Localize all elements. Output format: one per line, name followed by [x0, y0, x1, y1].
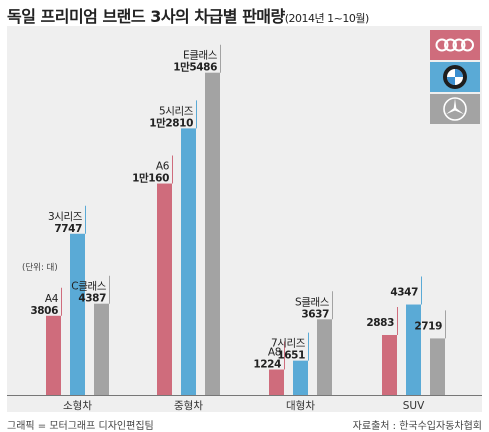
bar-value-label: 2883: [366, 317, 394, 329]
category-label: SUV: [403, 400, 425, 412]
bar-value-label: 1224: [253, 359, 281, 371]
bar-value-label: 4347: [390, 287, 418, 299]
bar: [406, 304, 421, 395]
bar: [181, 128, 196, 395]
legend-audi: [430, 30, 480, 60]
title-main: 독일 프리미엄 브랜드 3사의 차급별 판매량: [7, 7, 285, 26]
bar-model-label: A6: [156, 161, 170, 173]
data-source: 자료출처 : 한국수입자동차협회: [352, 421, 482, 432]
bar-model-label: 3시리즈: [48, 211, 83, 223]
bar: [430, 338, 445, 395]
mercedes-logo-icon: [443, 97, 467, 121]
bar: [269, 369, 284, 395]
category-label: 대형차: [286, 400, 315, 412]
title-period: (2014년 1~10월): [284, 12, 370, 25]
bar: [157, 183, 172, 395]
chart-panel: A4 3806 3시리즈 7747 C클래스 4387 소형차 A6 1만160 5시리즈 1만28…: [7, 26, 482, 412]
category-label: 중형차: [174, 400, 203, 412]
legend-bmw: [430, 62, 480, 92]
bar-value-label: 1651: [277, 350, 305, 362]
bar-value-label: 4387: [78, 293, 106, 305]
bar: [94, 303, 109, 395]
bar-value-label: 1만160: [132, 172, 169, 185]
bar-model-label: C클래스: [71, 281, 106, 293]
legend-mercedes: [430, 94, 480, 124]
footer: 그래픽 = 모터그래프 디자인편집팀 자료출처 : 한국수입자동차협회: [0, 412, 489, 432]
bar-model-label: E클래스: [183, 50, 218, 62]
bar-model-label: 5시리즈: [159, 105, 194, 117]
bar-value-label: 7747: [54, 223, 82, 235]
bar: [46, 315, 61, 395]
bar: [317, 319, 332, 395]
bar: [382, 334, 397, 395]
bmw-logo-icon: [443, 65, 467, 89]
bar-model-label: A4: [45, 293, 59, 305]
bar-value-label: 1만2810: [149, 116, 193, 129]
category-label: 소형차: [63, 400, 92, 412]
bar: [205, 72, 220, 395]
audi-logo-icon: [435, 38, 474, 52]
bar-value-label: 3637: [301, 308, 329, 320]
bar: [70, 233, 85, 395]
unit-note: (단위: 대): [22, 262, 58, 273]
graphic-credit: 그래픽 = 모터그래프 디자인편집팀: [7, 421, 154, 432]
bar-value-label: 2719: [414, 320, 442, 332]
chart-title: 독일 프리미엄 브랜드 3사의 차급별 판매량(2014년 1~10월): [7, 3, 369, 27]
bar-value-label: 1만5486: [173, 61, 217, 74]
bar-model-label: A8: [268, 347, 281, 359]
bar-model-label: 7시리즈: [271, 338, 306, 350]
bar-model-label: S클래스: [295, 296, 330, 308]
bar: [293, 360, 308, 395]
bar-value-label: 3806: [30, 305, 58, 317]
